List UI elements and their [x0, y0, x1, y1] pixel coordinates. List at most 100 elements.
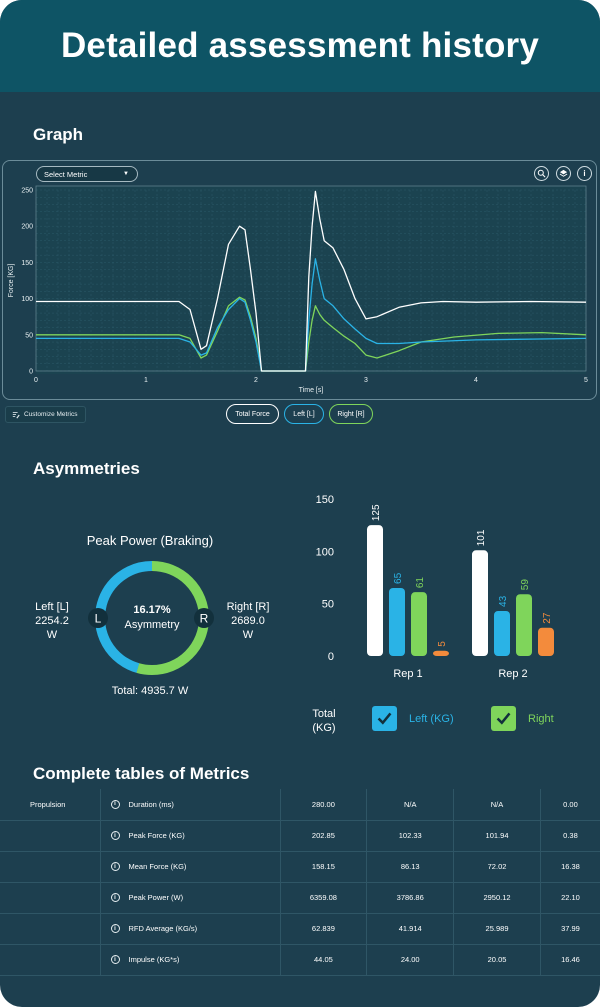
info-icon[interactable]: i: [110, 924, 120, 933]
select-metric-dropdown[interactable]: Select Metric ▼: [36, 166, 138, 182]
zoom-icon: [537, 169, 546, 178]
legend-right-label: Right [R]: [337, 410, 365, 418]
table-row: i Mean Force (KG) 158.15 86.13 72.02 16.38: [0, 851, 600, 883]
right-power-unit: W: [242, 629, 254, 641]
check-icon: [496, 712, 511, 725]
legend-right[interactable]: Right [R]: [329, 404, 373, 424]
metric-name-cell: i Peak Force (KG): [100, 820, 281, 852]
bar: [494, 610, 510, 656]
x-tick-label: 3: [364, 377, 368, 384]
x-tick-label: 0: [34, 377, 38, 384]
metric-name: Peak Power (W): [128, 893, 184, 902]
bar: [472, 550, 488, 656]
total-power: Total: 4935.7 W: [111, 685, 189, 697]
page-title: Detailed assessment history: [60, 26, 540, 65]
info-icon[interactable]: i: [110, 799, 120, 809]
right-checkbox[interactable]: [491, 706, 516, 731]
info-icon: i: [583, 169, 586, 178]
metric-name-cell: i Impulse (KG*s): [100, 944, 281, 976]
y-tick-label: 150: [21, 260, 33, 267]
bar-value-label: 59: [520, 579, 531, 591]
asymmetry-percent: 16.17%: [133, 604, 171, 616]
right-label: Right: [528, 713, 554, 725]
table-row: Propulsion i Duration (ms) 280.00 N/A N/A 0.00: [0, 789, 600, 821]
metric-name-cell: i Peak Power (W): [100, 882, 281, 914]
metric-category: [0, 913, 101, 945]
metric-name: Mean Force (KG): [128, 862, 187, 871]
metric-value: N/A: [453, 789, 541, 821]
right-marker-letter: R: [200, 612, 209, 626]
metric-value: 158.15: [280, 851, 368, 883]
bar-value-label: 43: [498, 595, 509, 607]
metric-value: 62.839: [280, 913, 368, 945]
info-icon[interactable]: i: [110, 831, 120, 840]
legend-left[interactable]: Left [L]: [284, 404, 324, 424]
left-marker-letter: L: [95, 612, 102, 626]
table-row: i Impulse (KG*s) 44.05 24.00 20.05 16.46: [0, 944, 600, 976]
metric-name-cell: i RFD Average (KG/s): [100, 913, 281, 945]
legend-total-line2: (KG): [312, 722, 336, 734]
metric-value: 16.46: [540, 944, 600, 976]
series-line-right: [36, 296, 587, 372]
metric-value: 72.02: [453, 851, 541, 883]
customize-metrics-button[interactable]: Customize Metrics: [5, 406, 86, 423]
metric-name-cell: i Duration (ms): [100, 789, 281, 821]
y-tick-label: 50: [25, 332, 33, 339]
right-power-label: Right [R]: [226, 601, 270, 613]
right-power-readout: Right [R] 2689.0 W: [222, 600, 274, 642]
legend-total-force[interactable]: Total Force: [226, 404, 279, 424]
select-metric-label: Select Metric: [44, 169, 88, 179]
bar: [516, 594, 532, 656]
legend-left-label: Left [L]: [293, 410, 315, 418]
metric-value: 2950.12: [453, 882, 541, 914]
left-power-unit: W: [46, 629, 58, 641]
metric-category: [0, 820, 101, 852]
info-icon[interactable]: i: [110, 862, 120, 871]
left-power-label: Left [L]: [35, 601, 69, 613]
metric-value: 280.00: [280, 789, 368, 821]
metric-value: 0.38: [540, 820, 600, 852]
graph-info-button[interactable]: i: [577, 166, 592, 181]
y-tick-label: 0: [29, 369, 33, 376]
bar-value-label: 27: [542, 612, 553, 624]
x-axis-label: Time [s]: [299, 387, 324, 394]
metric-name: Peak Force (KG): [128, 831, 185, 840]
bar: [389, 587, 405, 656]
x-tick-label: 4: [474, 377, 478, 384]
metric-value: 44.05: [280, 944, 368, 976]
bar-value-label: 65: [393, 572, 404, 584]
legend-total-line1: Total: [312, 708, 336, 720]
customize-metrics-label: Customize Metrics: [24, 411, 78, 418]
metric-value: 25.989: [453, 913, 541, 945]
bar-y-tick-label: 150: [316, 494, 334, 506]
zoom-button[interactable]: [534, 166, 549, 181]
metric-name: Duration (ms): [128, 799, 174, 809]
ring-chart-title: Peak Power (Braking): [86, 533, 214, 548]
bar: [411, 592, 427, 656]
metric-category: [0, 944, 101, 976]
left-kg-checkbox[interactable]: [372, 706, 397, 731]
info-icon[interactable]: i: [110, 955, 120, 964]
metric-value: 37.99: [540, 913, 600, 945]
layers-button[interactable]: [556, 166, 571, 181]
metric-value: 202.85: [280, 820, 368, 852]
y-tick-label: 250: [21, 188, 33, 195]
metric-category: [0, 882, 101, 914]
layers-icon: [559, 169, 568, 177]
bar-value-label: 61: [415, 577, 426, 589]
metric-value: 24.00: [366, 944, 455, 976]
metric-value: 6359.08: [280, 882, 368, 914]
metric-value: 3786.86: [366, 882, 455, 914]
table-row: i Peak Force (KG) 202.85 102.33 101.94 0.38: [0, 820, 600, 852]
series-line-total-force: [36, 190, 587, 372]
left-power-value: 2254.2: [35, 615, 69, 627]
metric-name: Impulse (KG*s): [128, 955, 180, 964]
left-power-readout: Left [L] 2254.2 W: [26, 600, 78, 642]
info-icon[interactable]: i: [110, 893, 120, 902]
bar-value-label: 101: [476, 529, 487, 546]
metric-value: 0.00: [540, 789, 600, 821]
metric-value: 22.10: [540, 882, 600, 914]
bar-value-label: 5: [437, 641, 448, 647]
metrics-table: Propulsion i Duration (ms) 280.00 N/A N/A 0.00…: [0, 789, 600, 976]
y-axis-label: Force [KG]: [8, 264, 15, 298]
